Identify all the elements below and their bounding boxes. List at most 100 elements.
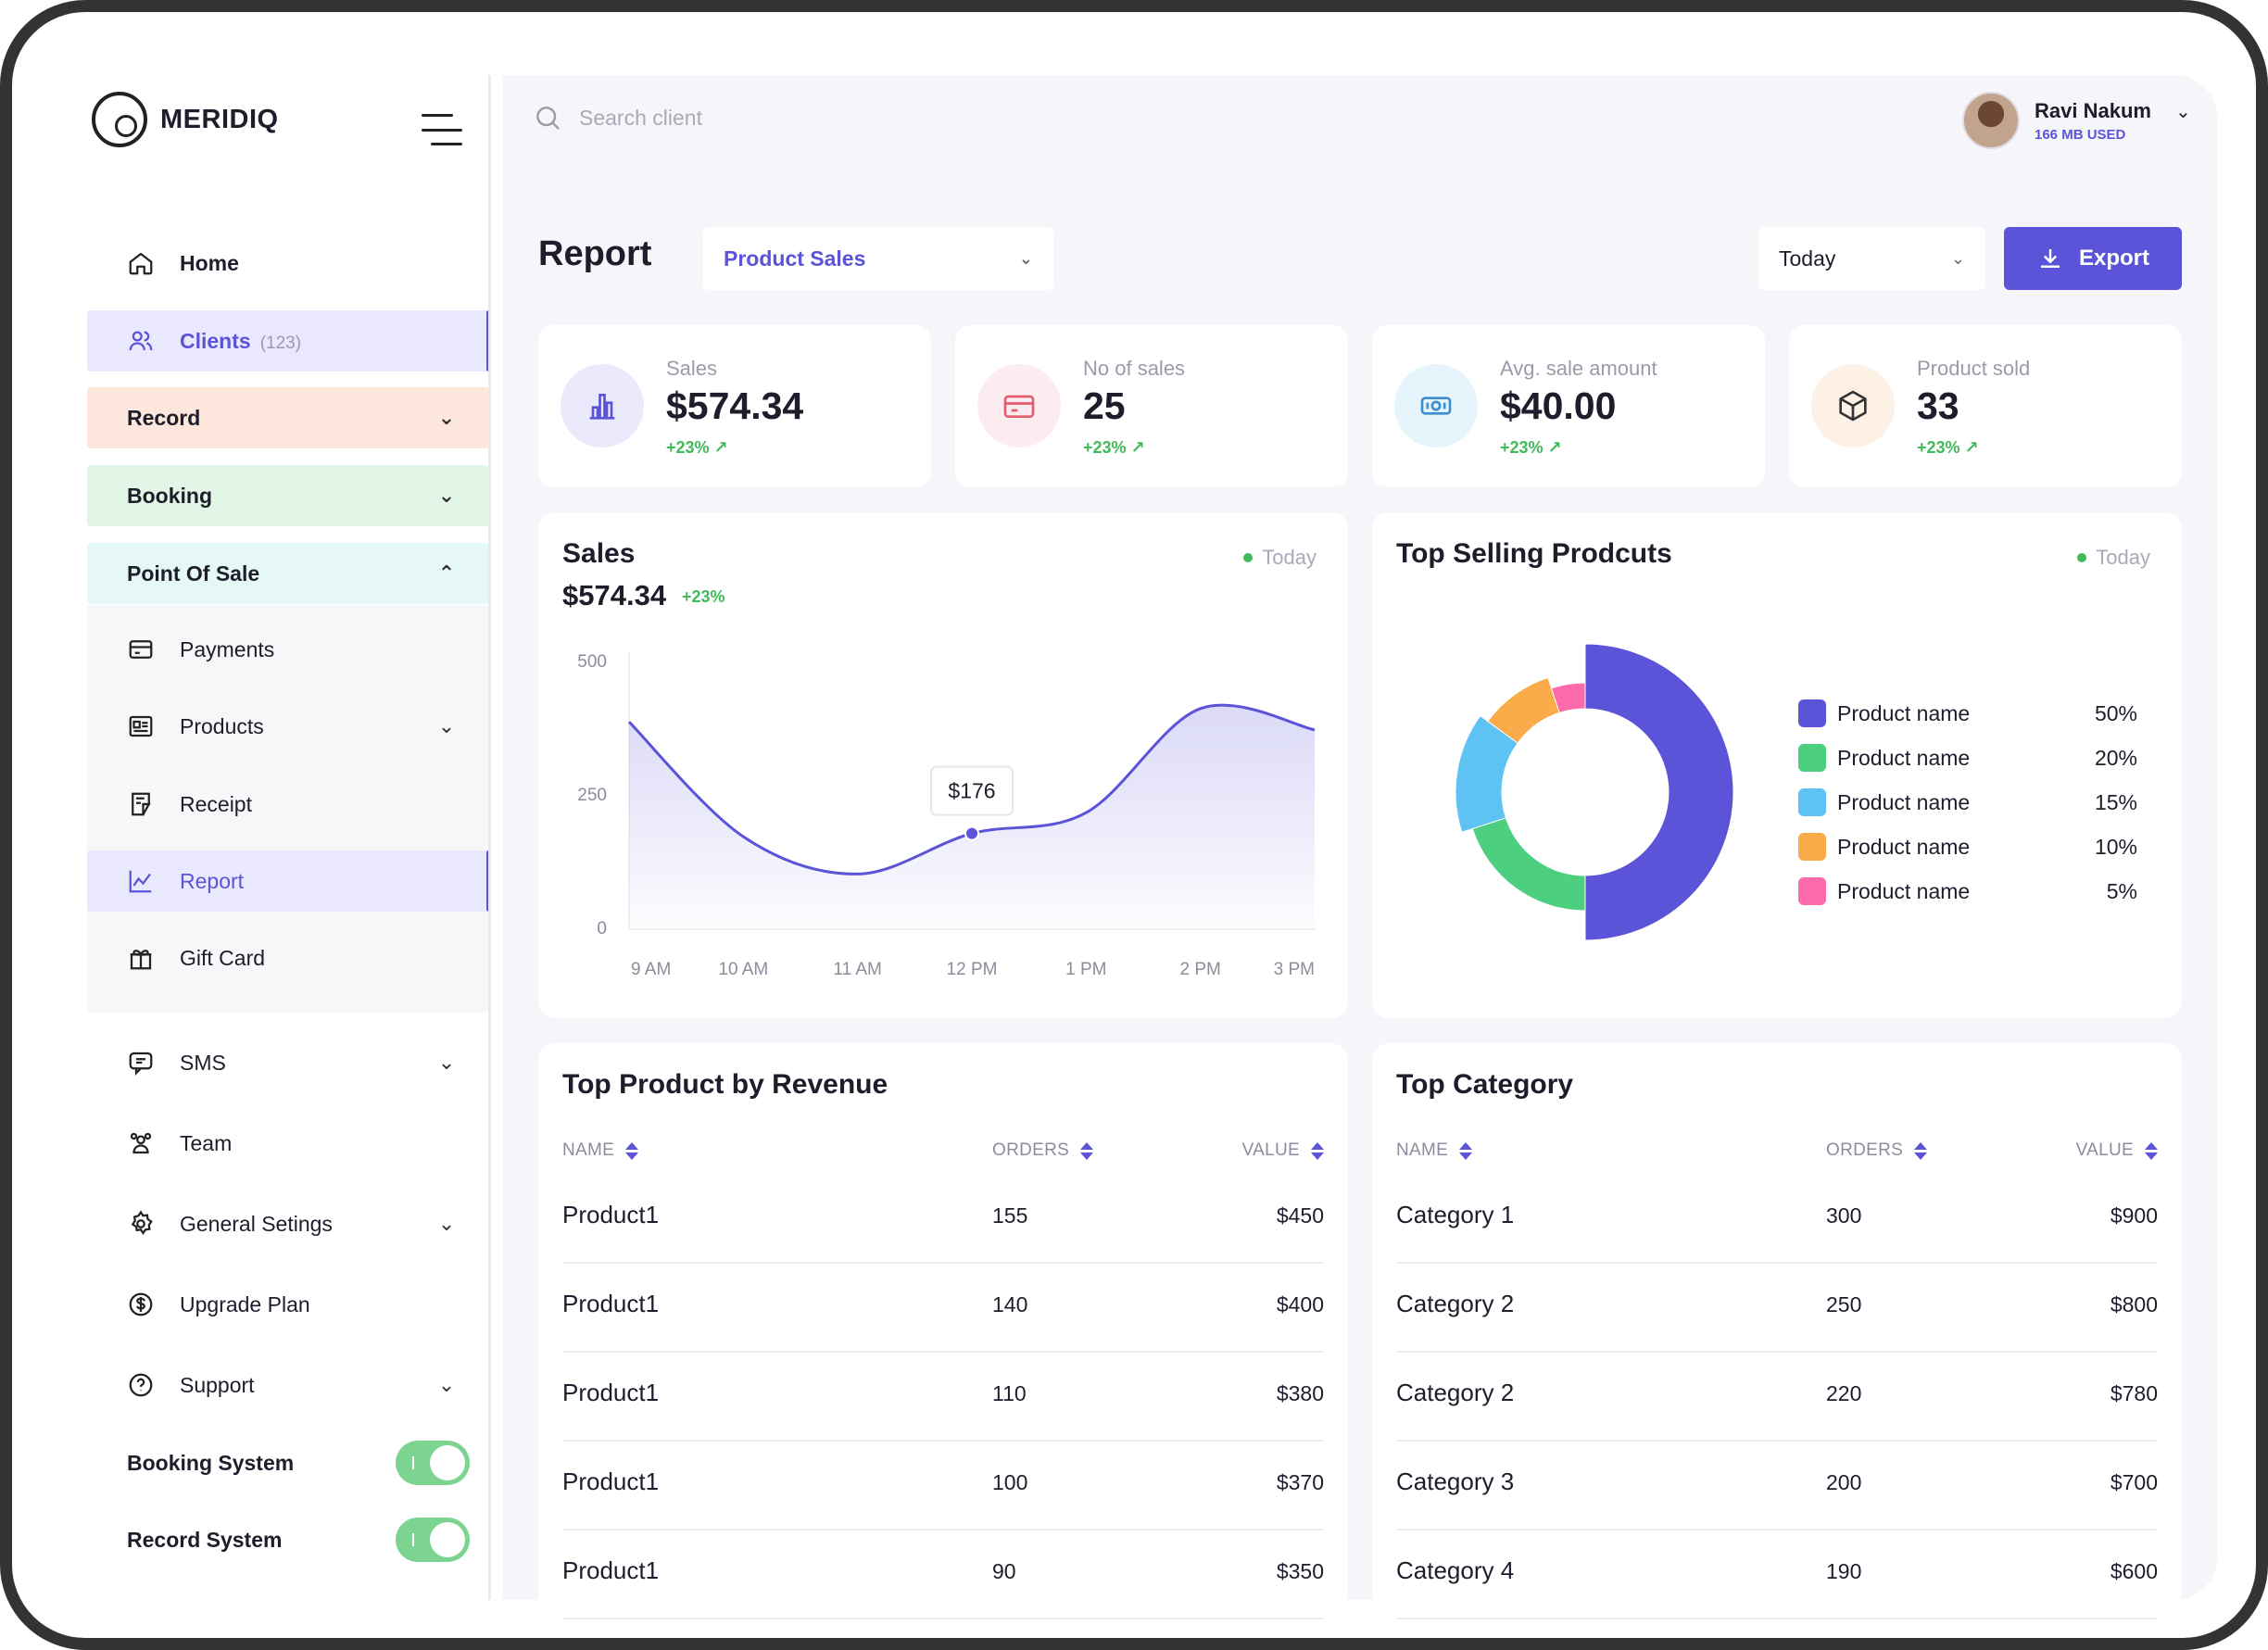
sidebar-item-label: Receipt [180, 791, 252, 816]
card-title: Top Category [1396, 1069, 1574, 1100]
table-row[interactable]: Product1 100 $370 [562, 1442, 1324, 1530]
export-button[interactable]: Export [2004, 227, 2182, 290]
record-system-toggle[interactable] [396, 1518, 470, 1562]
legend-item: Product name 20% [1798, 742, 2137, 774]
donut-slice [1550, 682, 1586, 714]
sidebar-group-point-of-sale[interactable]: Point Of Sale ⌃ [87, 543, 489, 604]
sidebar-item-team[interactable]: Team [87, 1113, 489, 1174]
record-system-label: Record System [127, 1527, 283, 1552]
sidebar-item-report[interactable]: Report [87, 850, 489, 912]
sidebar-item-sms[interactable]: SMS ⌄ [87, 1032, 489, 1093]
sidebar-item-gift-card[interactable]: Gift Card [87, 927, 489, 989]
sidebar-item-payments[interactable]: Payments [87, 619, 489, 680]
sidebar-item-home[interactable]: Home [87, 233, 489, 294]
sidebar-item-general-settings[interactable]: General Setings ⌄ [87, 1193, 489, 1254]
orders-cell: 100 [992, 1470, 1028, 1494]
menu-toggle-icon[interactable] [422, 114, 462, 145]
sidebar-item-receipt[interactable]: Receipt [87, 774, 489, 835]
report-type-select[interactable]: Product Sales ⌄ [703, 227, 1053, 290]
legend-item: Product name 50% [1798, 698, 2137, 729]
product-card-icon [124, 710, 158, 743]
column-header-orders[interactable]: ORDERS [1826, 1140, 1928, 1161]
period-select[interactable]: Today ⌄ [1758, 227, 1985, 290]
search-placeholder: Search client [579, 105, 702, 130]
sort-icon [2145, 1141, 2158, 1160]
orders-cell: 220 [1826, 1381, 1862, 1405]
x-tick-label: 2 PM [1179, 960, 1220, 979]
column-header-name[interactable]: NAME [562, 1140, 639, 1161]
sidebar-group-booking[interactable]: Booking ⌄ [87, 465, 489, 526]
column-header-value[interactable]: VALUE [2076, 1140, 2158, 1161]
chevron-up-icon: ⌃ [437, 561, 456, 585]
search-icon [536, 107, 560, 130]
column-header-name[interactable]: NAME [1396, 1140, 1473, 1161]
booking-system-toggle[interactable] [396, 1441, 470, 1485]
legend-item: Product name 10% [1798, 831, 2137, 863]
value-cell: $350 [1276, 1559, 1324, 1583]
legend-label: Product name [1837, 878, 1971, 903]
page-title: Report [538, 234, 652, 273]
donut-slice [1584, 643, 1734, 941]
x-tick-label: 12 PM [947, 960, 998, 979]
receipt-icon [124, 787, 158, 821]
status-dot [1243, 553, 1254, 562]
sidebar-item-label: Gift Card [180, 945, 266, 970]
x-tick-label: 3 PM [1274, 960, 1315, 979]
sort-icon [1080, 1141, 1094, 1160]
legend-percent: 20% [2094, 745, 2137, 770]
table-row[interactable]: Category 2 250 $800 [1396, 1264, 2158, 1353]
table-row[interactable]: Category 2 220 $780 [1396, 1353, 2158, 1442]
stat-card-sales: Sales $574.34 +23% ↗ [538, 325, 931, 487]
sidebar-item-products[interactable]: Products ⌄ [87, 696, 489, 757]
team-icon [124, 1127, 158, 1160]
table-row[interactable]: Product1 140 $400 [562, 1264, 1324, 1353]
user-menu[interactable]: Ravi Nakum 166 MB USED ⌄ [1962, 92, 2191, 149]
sales-area-chart: 0 250 500 9 AM 10 AM 11 AM 12 PM 1 PM 2 PM 3 PM $1… [577, 651, 1317, 979]
card-title: Sales [562, 538, 636, 569]
table-row[interactable]: Category 4 190 $600 [1396, 1530, 2158, 1619]
chart-tooltip-value: $176 [948, 779, 995, 803]
donut-slice [1455, 715, 1518, 833]
legend-percent: 50% [2094, 700, 2137, 725]
value-cell: $800 [2110, 1292, 2158, 1316]
sidebar-item-upgrade-plan[interactable]: Upgrade Plan [87, 1274, 489, 1335]
sidebar-item-label: Clients [180, 328, 251, 353]
box-icon [1811, 364, 1895, 447]
orders-cell: 155 [992, 1203, 1028, 1228]
x-tick-label: 1 PM [1065, 960, 1106, 979]
search-input[interactable]: Search client [533, 103, 702, 132]
export-label: Export [2078, 246, 2149, 271]
card-title: Top Product by Revenue [562, 1069, 888, 1100]
period-label: Today [1262, 546, 1317, 569]
chevron-down-icon: ⌄ [437, 484, 456, 507]
table-row[interactable]: Product1 90 $350 [562, 1530, 1324, 1619]
period-tag: Today [1243, 546, 1317, 570]
table-row[interactable]: Product1 110 $380 [562, 1353, 1324, 1442]
name-cell: Product1 [562, 1467, 660, 1495]
x-tick-label: 11 AM [833, 960, 881, 979]
legend-swatch [1798, 788, 1826, 816]
x-tick-label: 10 AM [718, 960, 768, 979]
legend-swatch [1798, 699, 1826, 727]
table-row[interactable]: Category 3 200 $700 [1396, 1442, 2158, 1530]
stat-label: Avg. sale amount [1500, 357, 1657, 380]
sidebar-group-record[interactable]: Record ⌄ [87, 387, 489, 448]
stat-value: 33 [1917, 384, 1959, 427]
stat-label: Product sold [1917, 357, 2031, 380]
table-row[interactable]: Product1 155 $450 [562, 1175, 1324, 1264]
legend-percent: 15% [2094, 789, 2137, 814]
orders-cell: 110 [992, 1381, 1027, 1405]
sidebar-item-support[interactable]: Support ⌄ [87, 1354, 489, 1416]
sidebar-item-clients[interactable]: Clients (123) [87, 310, 489, 372]
table-row[interactable]: Category 1 300 $900 [1396, 1175, 2158, 1264]
sidebar-item-label: Record [127, 405, 201, 430]
sidebar-item-label: Products [180, 713, 264, 738]
sales-area-fill [629, 705, 1315, 927]
sidebar-item-label: Support [180, 1372, 255, 1397]
user-name: Ravi Nakum [2035, 98, 2151, 122]
column-header-orders[interactable]: ORDERS [992, 1140, 1094, 1161]
brand-logo[interactable]: MERIDIQ [92, 92, 279, 147]
sales-chart-card: Sales Today $574.34 +23% 0 250 500 9 AM 10 A… [538, 512, 1348, 1018]
column-header-value[interactable]: VALUE [1242, 1140, 1324, 1161]
